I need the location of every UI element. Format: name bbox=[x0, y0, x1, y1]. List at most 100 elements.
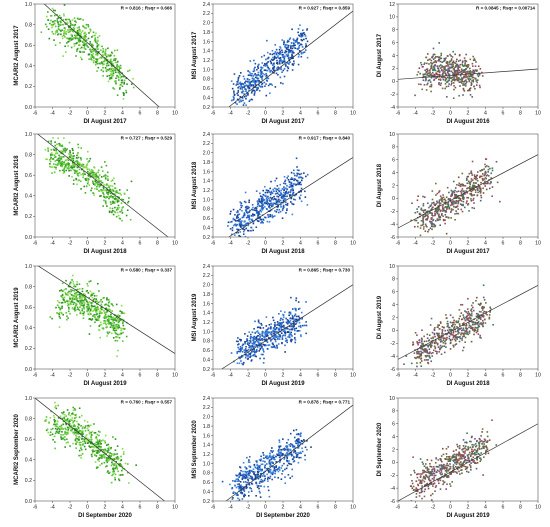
data-point bbox=[301, 36, 303, 38]
data-point bbox=[116, 209, 118, 211]
data-point bbox=[83, 174, 85, 176]
data-point bbox=[265, 59, 267, 61]
data-point bbox=[88, 54, 90, 56]
data-point bbox=[51, 318, 53, 320]
data-point bbox=[88, 168, 90, 170]
data-point bbox=[470, 82, 472, 84]
data-point bbox=[431, 318, 433, 320]
data-point bbox=[119, 334, 121, 336]
data-point bbox=[442, 194, 444, 196]
data-point bbox=[436, 208, 438, 210]
data-point bbox=[475, 182, 477, 184]
data-point bbox=[424, 69, 426, 71]
data-point bbox=[473, 185, 475, 187]
data-point bbox=[52, 25, 54, 27]
data-point bbox=[244, 102, 246, 104]
data-point bbox=[474, 174, 476, 176]
data-point bbox=[70, 21, 72, 23]
regression-line bbox=[229, 157, 353, 237]
data-point bbox=[101, 61, 103, 63]
data-point bbox=[478, 325, 480, 327]
data-point bbox=[427, 213, 429, 215]
data-point bbox=[51, 31, 53, 33]
data-point bbox=[80, 159, 82, 161]
data-point bbox=[77, 173, 79, 175]
data-point bbox=[251, 81, 253, 83]
data-point bbox=[425, 71, 427, 73]
data-point bbox=[83, 311, 85, 313]
data-point bbox=[423, 76, 425, 78]
data-point bbox=[261, 331, 263, 333]
y-tick-label: 1.4 bbox=[203, 179, 210, 185]
data-point bbox=[294, 47, 296, 49]
data-point bbox=[417, 222, 419, 224]
data-point bbox=[262, 219, 264, 221]
data-point bbox=[59, 21, 61, 23]
data-point bbox=[278, 188, 280, 190]
data-point bbox=[280, 47, 282, 49]
data-point bbox=[80, 294, 82, 296]
data-point bbox=[470, 318, 472, 320]
data-point bbox=[256, 350, 258, 352]
data-point bbox=[106, 299, 108, 301]
data-point bbox=[96, 188, 98, 190]
data-point bbox=[294, 328, 296, 330]
data-point bbox=[83, 33, 85, 35]
data-point bbox=[117, 334, 119, 336]
data-point bbox=[460, 191, 462, 193]
data-point bbox=[91, 36, 93, 38]
data-point bbox=[81, 308, 83, 310]
data-point bbox=[276, 49, 278, 51]
data-point bbox=[95, 183, 97, 185]
data-point bbox=[455, 187, 457, 189]
data-point bbox=[108, 198, 110, 200]
data-point bbox=[61, 289, 63, 291]
data-point bbox=[427, 231, 429, 233]
data-point bbox=[243, 231, 245, 233]
data-point bbox=[447, 207, 449, 209]
data-point bbox=[430, 360, 432, 362]
data-point bbox=[103, 310, 105, 312]
data-point bbox=[278, 202, 280, 204]
data-point bbox=[429, 348, 431, 350]
data-point bbox=[54, 10, 56, 12]
data-point bbox=[79, 172, 81, 174]
x-tick-label: 6 bbox=[317, 241, 320, 247]
data-point bbox=[237, 232, 239, 234]
data-point bbox=[435, 70, 437, 72]
data-point bbox=[77, 307, 79, 309]
data-point bbox=[455, 87, 457, 89]
data-point bbox=[461, 332, 463, 334]
data-point bbox=[431, 229, 433, 231]
data-point bbox=[276, 73, 278, 75]
data-point bbox=[474, 58, 476, 60]
data-point bbox=[77, 167, 79, 169]
data-point bbox=[289, 334, 291, 336]
data-point bbox=[236, 93, 238, 95]
data-point bbox=[90, 58, 92, 60]
data-point bbox=[450, 314, 452, 316]
data-point bbox=[435, 220, 437, 222]
data-point bbox=[428, 339, 430, 341]
data-point bbox=[476, 315, 478, 317]
data-point bbox=[82, 177, 84, 179]
data-point bbox=[97, 63, 99, 65]
data-point bbox=[245, 223, 247, 225]
data-point bbox=[63, 148, 65, 150]
data-point bbox=[260, 219, 262, 221]
data-point bbox=[98, 329, 100, 331]
data-point bbox=[119, 319, 121, 321]
data-point bbox=[293, 170, 295, 172]
data-point bbox=[56, 159, 58, 161]
data-point bbox=[71, 176, 73, 178]
data-point bbox=[465, 320, 467, 322]
data-point bbox=[99, 301, 101, 303]
x-tick-label: -4 bbox=[50, 111, 55, 117]
data-point bbox=[488, 169, 490, 171]
data-point bbox=[249, 342, 251, 344]
data-point bbox=[419, 67, 421, 69]
data-point bbox=[287, 40, 289, 42]
data-point bbox=[119, 87, 121, 89]
data-point bbox=[284, 176, 286, 178]
data-point bbox=[259, 201, 261, 203]
